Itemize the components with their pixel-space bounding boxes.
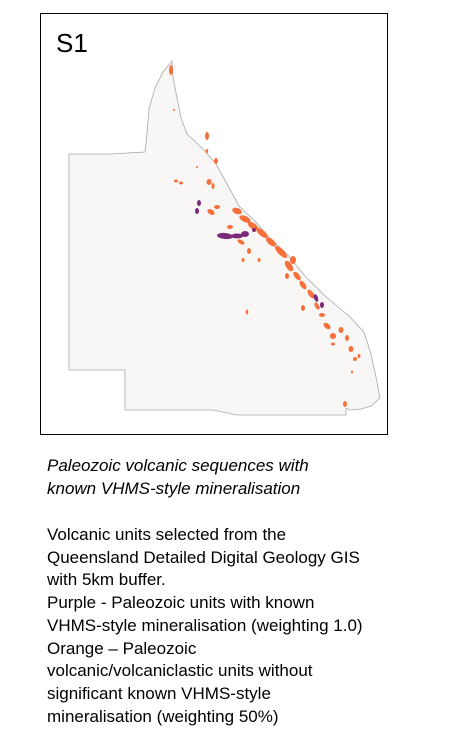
caption-body: Volcanic units selected from the Queensl… (47, 524, 442, 728)
purple-unit (217, 232, 233, 240)
orange-unit (266, 237, 276, 247)
orange-unit (239, 215, 251, 223)
orange-unit (207, 209, 215, 215)
orange-units (169, 65, 361, 407)
orange-unit (274, 245, 288, 259)
map-panel: S1 (40, 13, 388, 435)
orange-unit (241, 258, 245, 262)
orange-unit (245, 309, 249, 315)
purple-unit (320, 302, 324, 308)
orange-unit (301, 305, 305, 311)
panel-label: S1 (56, 28, 88, 58)
orange-unit (205, 132, 209, 140)
caption-body-line: Purple - Paleozoic units with known (47, 593, 315, 613)
orange-unit (205, 149, 209, 153)
orange-unit (256, 227, 268, 239)
orange-unit (293, 271, 301, 281)
orange-unit (214, 158, 218, 164)
caption-title-line: Paleozoic volcanic sequences with (47, 456, 309, 475)
orange-unit (290, 256, 296, 264)
purple-unit (195, 208, 199, 214)
purple-unit (313, 294, 319, 302)
orange-unit (323, 322, 331, 330)
orange-unit (348, 346, 354, 352)
queensland-map (68, 59, 381, 416)
orange-unit (169, 65, 173, 75)
orange-unit (330, 333, 336, 339)
orange-unit (211, 183, 215, 189)
caption-body-line: Orange – Paleozoic (47, 638, 197, 658)
orange-unit (237, 239, 245, 245)
caption-body-line: significant known VHMS-style (47, 683, 271, 703)
orange-unit (319, 313, 325, 317)
orange-unit (284, 260, 294, 272)
caption-body-line: mineralisation (weighting 50%) (47, 706, 279, 726)
orange-unit (196, 166, 198, 168)
caption-title: Paleozoic volcanic sequences with known … (47, 454, 437, 500)
orange-unit (173, 109, 175, 111)
orange-unit (307, 289, 315, 299)
orange-unit (247, 248, 251, 254)
caption-body-line: Volcanic units selected from the (47, 525, 287, 544)
orange-unit (206, 179, 212, 185)
orange-unit (345, 335, 349, 341)
caption-body-line: volcanic/volcaniclastic units without (47, 661, 313, 681)
orange-unit (214, 205, 220, 209)
purple-unit (197, 200, 201, 206)
orange-unit (179, 181, 183, 185)
purple-unit (231, 233, 243, 239)
orange-unit (351, 370, 353, 374)
orange-unit (343, 401, 347, 407)
orange-unit (353, 357, 357, 361)
orange-unit (338, 327, 344, 333)
orange-unit (232, 207, 242, 215)
orange-unit (299, 280, 307, 290)
orange-unit (314, 302, 320, 310)
caption-body-line: Queensland Detailed Digital Geology GIS (47, 547, 360, 567)
caption-title-line: known VHMS-style mineralisation (47, 479, 301, 498)
orange-unit (285, 273, 289, 279)
caption-body-line: with 5km buffer. (47, 570, 166, 590)
orange-unit (247, 221, 259, 231)
orange-unit (227, 225, 233, 229)
orange-unit (174, 179, 178, 183)
purple-units (195, 200, 324, 308)
orange-unit (331, 342, 335, 346)
orange-unit (357, 354, 361, 358)
caption-body-line: VHMS-style mineralisation (weighting 1.0… (47, 615, 363, 635)
purple-unit (241, 231, 249, 237)
purple-unit (252, 228, 256, 232)
orange-unit (257, 258, 261, 262)
